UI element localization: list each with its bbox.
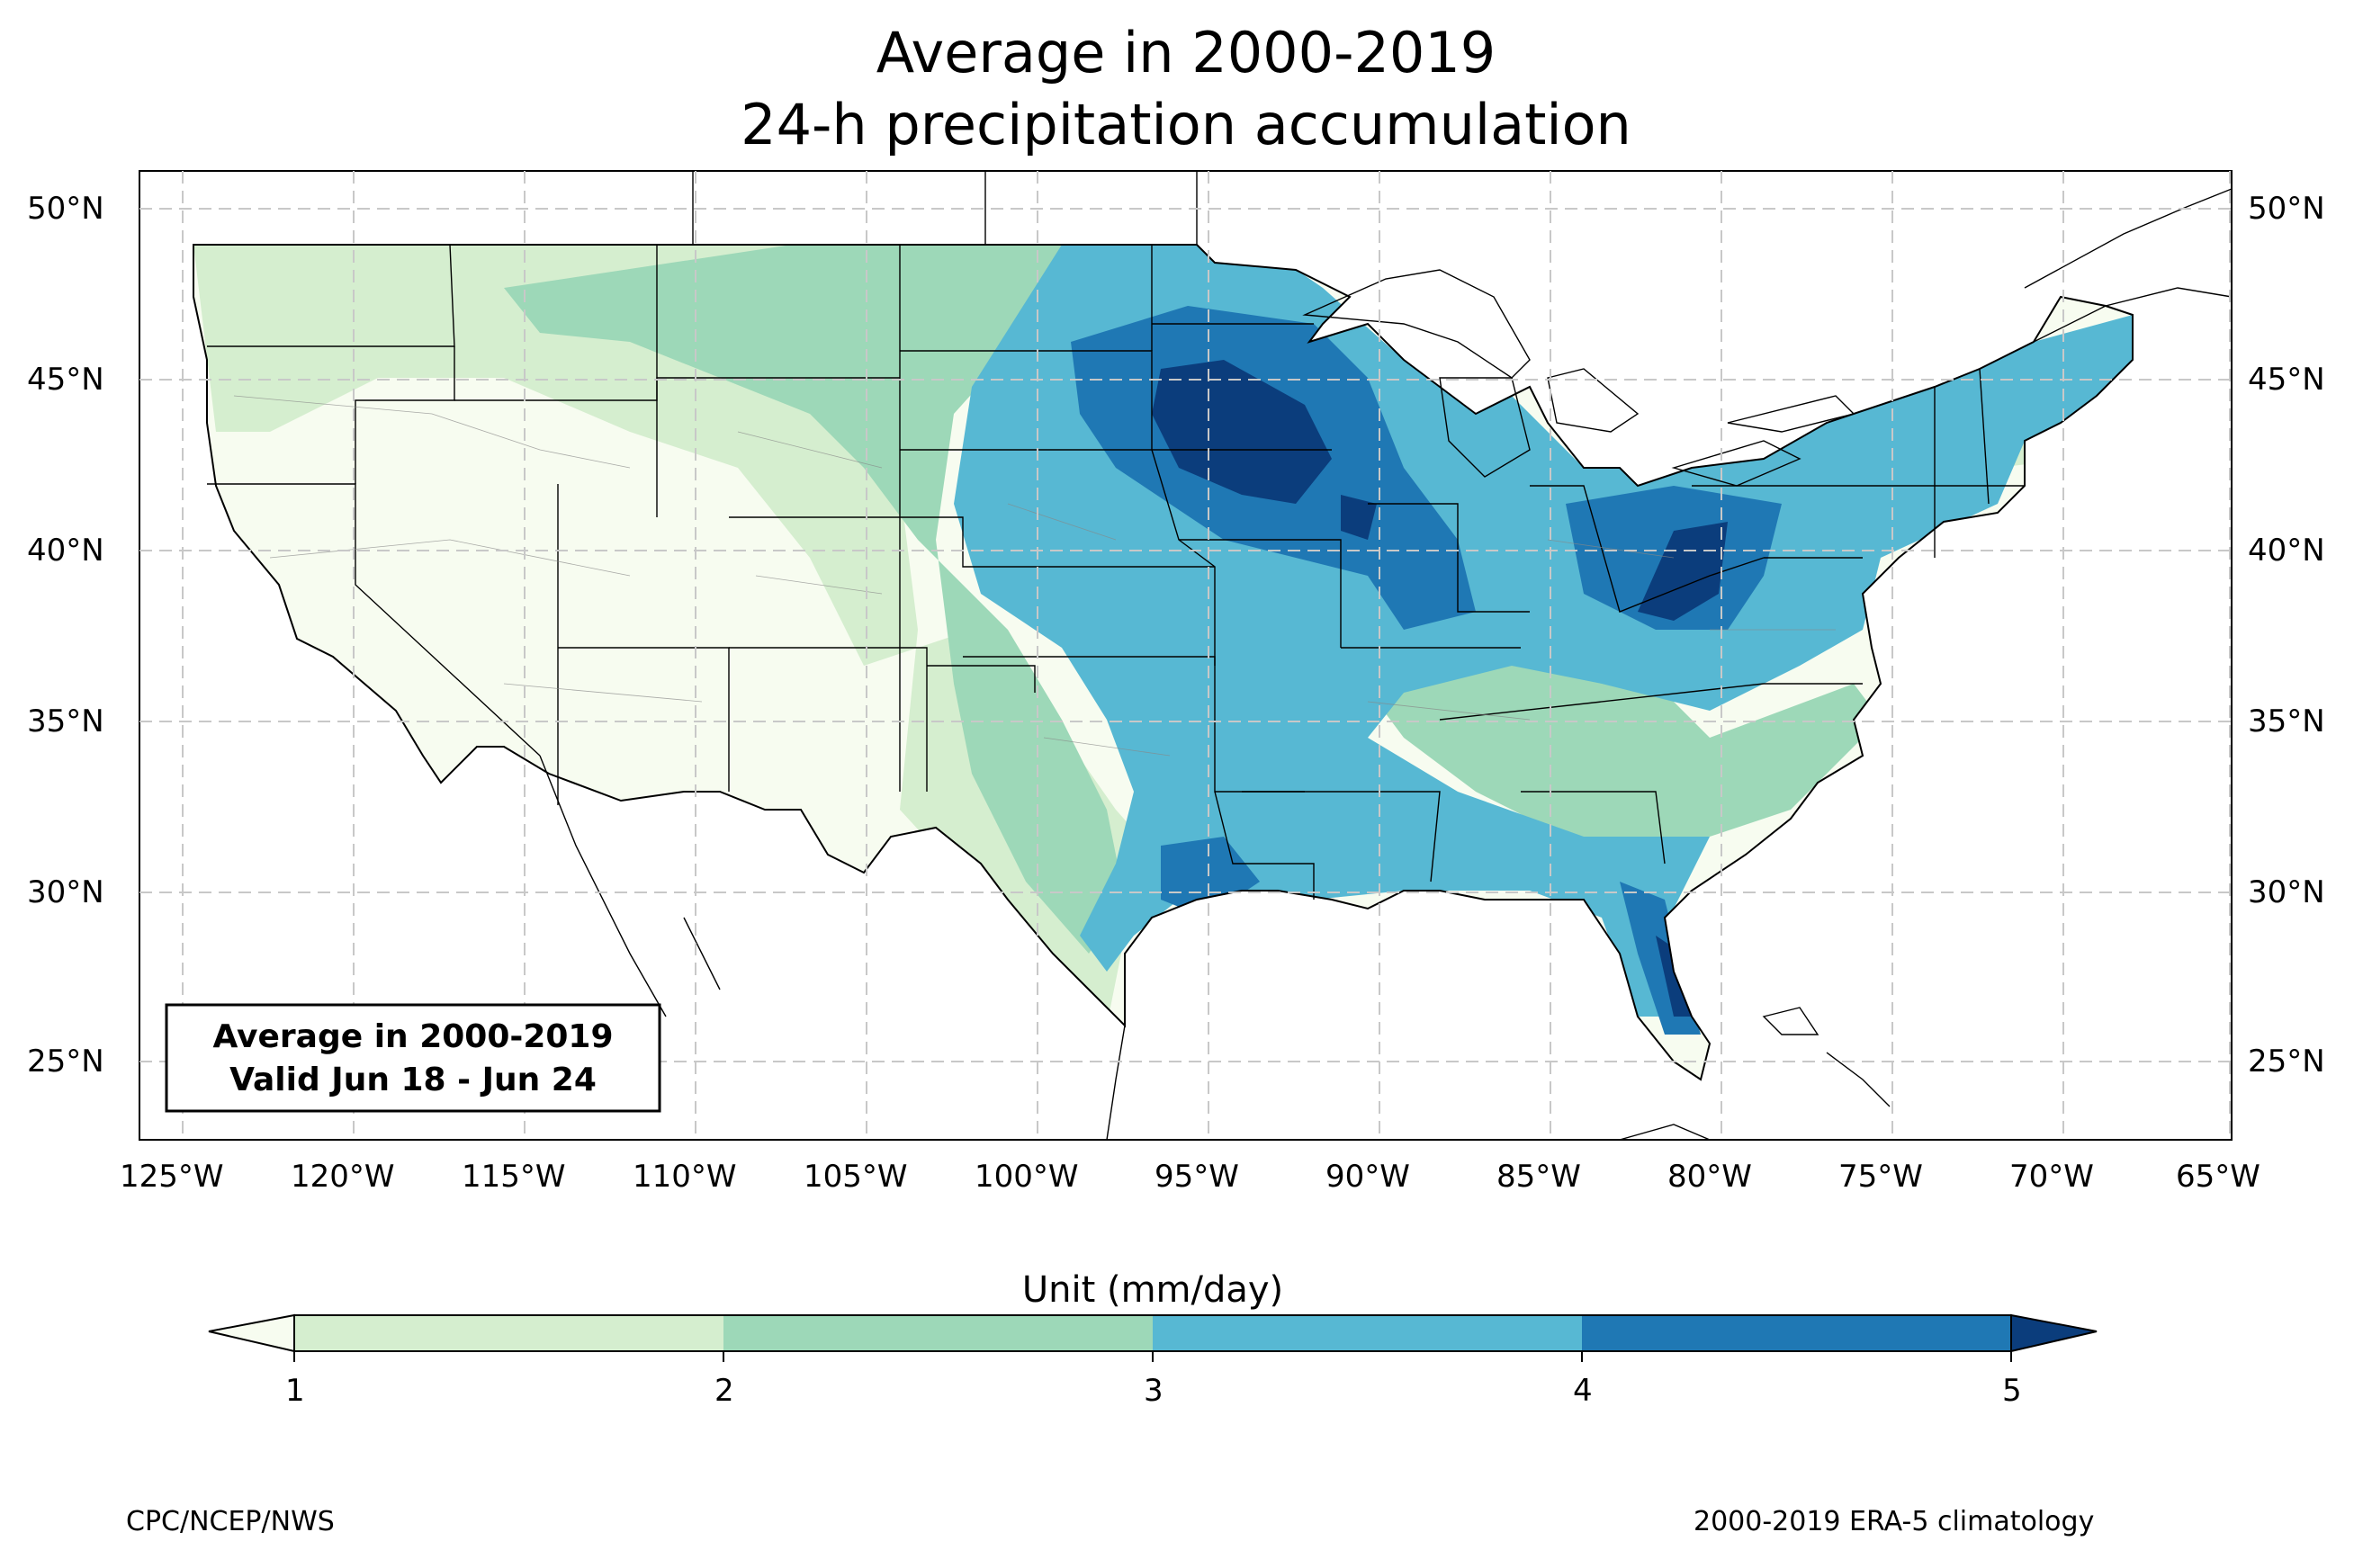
colorbar-seg-2	[723, 1315, 1153, 1351]
lat-label-left: 50°N	[27, 191, 104, 227]
colorbar-over-arrow	[2010, 1313, 2098, 1353]
lat-label-right: 30°N	[2248, 874, 2325, 910]
lat-label-right: 45°N	[2248, 362, 2325, 398]
lat-label-right: 40°N	[2248, 533, 2325, 569]
colorbar-tick: 2	[714, 1373, 734, 1409]
inset-box	[165, 1003, 661, 1113]
colorbar-seg-4	[1582, 1315, 2011, 1351]
lon-label: 120°W	[291, 1159, 395, 1195]
title-line-2: 24-h precipitation accumulation	[741, 92, 1631, 157]
gridlines	[139, 171, 2232, 1140]
lon-label: 115°W	[462, 1159, 566, 1195]
lon-label: 70°W	[2009, 1159, 2094, 1195]
lon-label: 80°W	[1667, 1159, 1752, 1195]
lon-label: 110°W	[633, 1159, 737, 1195]
colorbar-tick: 5	[2002, 1373, 2022, 1409]
zone-2-3-southeast	[1350, 648, 1881, 846]
colorbar-tick: 1	[285, 1373, 305, 1409]
sub-borders	[233, 395, 1836, 757]
colorbar-tick: 4	[1573, 1373, 1593, 1409]
credit-left: CPC/NCEP/NWS	[126, 1506, 335, 1537]
lat-label-right: 50°N	[2248, 191, 2325, 227]
zone-2-3-plains	[504, 245, 1134, 954]
lon-label: 90°W	[1325, 1159, 1410, 1195]
colorbar-seg-3	[1153, 1315, 1582, 1351]
lat-label-right: 35°N	[2248, 703, 2325, 739]
lon-label: 100°W	[975, 1159, 1079, 1195]
inset-line-2: Valid Jun 18 - Jun 24	[229, 1062, 597, 1098]
colorbar-tick: 3	[1144, 1373, 1164, 1409]
title-line-1: Average in 2000-2019	[876, 20, 1496, 85]
lon-label: 75°W	[1838, 1159, 1923, 1195]
colorbar-under-arrow	[208, 1313, 295, 1353]
inset-line-1: Average in 2000-2019	[212, 1018, 613, 1055]
lat-label-right: 25°N	[2248, 1044, 2325, 1080]
zone-5-illinois	[1341, 495, 1377, 540]
colorbar-seg-1	[294, 1315, 723, 1351]
lat-label-left: 40°N	[27, 533, 104, 569]
lat-label-left: 30°N	[27, 874, 104, 910]
colorbar-title: Unit (mm/day)	[1021, 1269, 1284, 1311]
zone-5-iowa	[1152, 360, 1332, 504]
lat-label-left: 45°N	[27, 362, 104, 398]
colorbar	[208, 1313, 2098, 1362]
neighbor-coastlines	[539, 171, 2233, 1141]
lon-label: 85°W	[1496, 1159, 1581, 1195]
us-outline	[193, 244, 2134, 1081]
state-borders	[207, 244, 2025, 900]
lon-label: 95°W	[1155, 1159, 1239, 1195]
lon-label: 105°W	[804, 1159, 908, 1195]
lon-label: 125°W	[120, 1159, 224, 1195]
lat-label-left: 35°N	[27, 703, 104, 739]
lat-label-left: 25°N	[27, 1044, 104, 1080]
credit-right: 2000-2019 ERA-5 climatology	[1694, 1506, 2095, 1537]
lon-label: 65°W	[2176, 1159, 2260, 1195]
